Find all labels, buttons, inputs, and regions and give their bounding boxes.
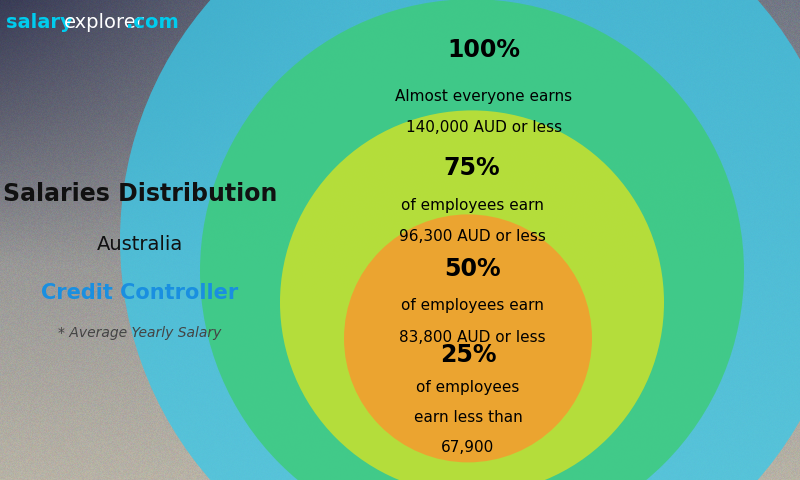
Text: * Average Yearly Salary: * Average Yearly Salary xyxy=(58,325,222,340)
Text: 67,900: 67,900 xyxy=(442,440,494,455)
Text: .com: .com xyxy=(126,13,178,32)
Ellipse shape xyxy=(280,110,664,480)
Text: of employees earn: of employees earn xyxy=(401,298,543,313)
Text: 96,300 AUD or less: 96,300 AUD or less xyxy=(398,229,546,244)
Text: 50%: 50% xyxy=(444,257,500,281)
Text: of employees earn: of employees earn xyxy=(401,198,543,213)
Text: Salaries Distribution: Salaries Distribution xyxy=(3,182,277,206)
Text: Australia: Australia xyxy=(97,235,183,254)
Text: 25%: 25% xyxy=(440,343,496,367)
Text: explorer: explorer xyxy=(64,13,145,32)
Text: 140,000 AUD or less: 140,000 AUD or less xyxy=(406,120,562,135)
Text: Almost everyone earns: Almost everyone earns xyxy=(395,88,573,104)
Text: of employees: of employees xyxy=(416,380,520,396)
Text: Credit Controller: Credit Controller xyxy=(42,283,238,303)
Ellipse shape xyxy=(344,215,592,462)
Text: 83,800 AUD or less: 83,800 AUD or less xyxy=(398,330,546,345)
Text: 75%: 75% xyxy=(444,156,500,180)
Text: earn less than: earn less than xyxy=(414,410,522,425)
Text: 100%: 100% xyxy=(447,38,521,62)
Ellipse shape xyxy=(200,0,744,480)
Ellipse shape xyxy=(120,0,800,480)
Text: salary: salary xyxy=(6,13,73,32)
